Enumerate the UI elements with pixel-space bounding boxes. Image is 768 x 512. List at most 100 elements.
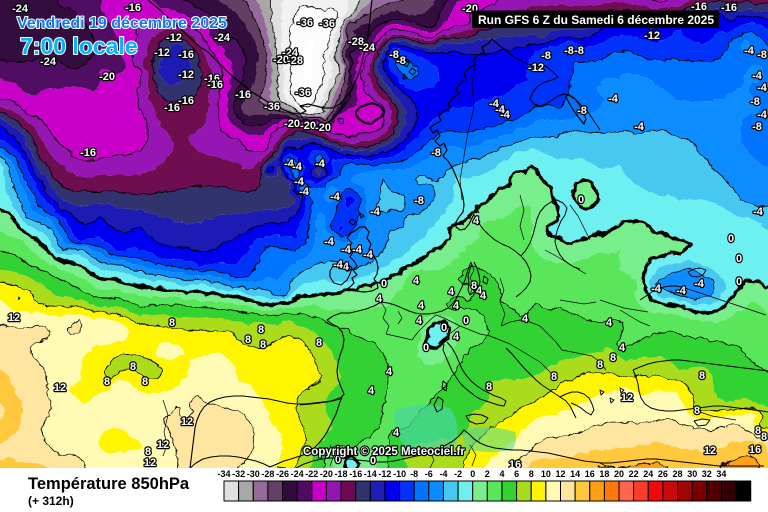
svg-text:4: 4 xyxy=(368,385,375,397)
svg-text:4: 4 xyxy=(480,290,487,302)
svg-text:2: 2 xyxy=(485,469,490,479)
svg-text:-16: -16 xyxy=(721,2,737,14)
svg-text:4: 4 xyxy=(453,331,460,343)
svg-text:-4: -4 xyxy=(330,191,341,203)
svg-text:16: 16 xyxy=(585,469,595,479)
svg-text:-20: -20 xyxy=(315,122,331,134)
svg-text:0: 0 xyxy=(423,342,429,354)
svg-text:8: 8 xyxy=(486,381,492,393)
svg-text:8: 8 xyxy=(471,280,477,292)
svg-text:-4: -4 xyxy=(500,109,511,121)
svg-text:-8: -8 xyxy=(564,45,574,57)
svg-text:8: 8 xyxy=(316,337,322,349)
svg-text:-4: -4 xyxy=(370,206,381,218)
svg-text:4: 4 xyxy=(499,469,504,479)
svg-text:8: 8 xyxy=(694,405,700,417)
svg-text:-34: -34 xyxy=(217,469,230,479)
svg-text:0: 0 xyxy=(381,278,387,290)
svg-text:-8: -8 xyxy=(414,195,424,207)
svg-text:Run GFS 6 Z du Samedi 6 décemb: Run GFS 6 Z du Samedi 6 décembre 2025 xyxy=(478,13,714,27)
svg-text:0: 0 xyxy=(441,322,447,334)
svg-text:-4: -4 xyxy=(694,278,705,290)
svg-text:8: 8 xyxy=(529,469,534,479)
svg-text:4: 4 xyxy=(619,342,626,354)
svg-text:-20: -20 xyxy=(320,469,333,479)
svg-text:-16: -16 xyxy=(125,2,141,14)
svg-text:-24: -24 xyxy=(12,3,29,15)
svg-text:20: 20 xyxy=(614,469,624,479)
svg-text:4: 4 xyxy=(476,285,483,297)
svg-text:(+ 312h): (+ 312h) xyxy=(28,494,74,508)
svg-text:-4: -4 xyxy=(439,469,447,479)
svg-text:8: 8 xyxy=(551,371,557,383)
svg-text:0: 0 xyxy=(728,233,734,245)
svg-text:22: 22 xyxy=(629,469,639,479)
svg-text:-4: -4 xyxy=(299,186,310,198)
svg-text:-30: -30 xyxy=(247,469,260,479)
svg-text:4: 4 xyxy=(416,315,423,327)
svg-text:0: 0 xyxy=(370,455,376,467)
svg-text:-8: -8 xyxy=(752,121,762,133)
svg-text:4: 4 xyxy=(473,215,480,227)
svg-text:-4: -4 xyxy=(294,176,305,188)
svg-text:-16: -16 xyxy=(349,469,362,479)
svg-text:-8: -8 xyxy=(574,45,584,57)
svg-text:-16: -16 xyxy=(178,49,194,61)
svg-text:-32: -32 xyxy=(232,469,245,479)
svg-text:4: 4 xyxy=(393,427,400,439)
svg-text:-4: -4 xyxy=(495,104,506,116)
svg-text:-4: -4 xyxy=(292,161,303,173)
svg-text:0: 0 xyxy=(736,253,742,265)
svg-text:-4: -4 xyxy=(324,236,335,248)
svg-text:-36: -36 xyxy=(319,18,335,30)
svg-text:4: 4 xyxy=(606,317,613,329)
svg-text:-16: -16 xyxy=(235,89,251,101)
svg-text:4: 4 xyxy=(453,300,460,312)
svg-text:30: 30 xyxy=(687,469,697,479)
svg-text:8: 8 xyxy=(699,370,705,382)
svg-text:18: 18 xyxy=(599,469,609,479)
svg-text:-4: -4 xyxy=(608,93,619,105)
svg-text:8: 8 xyxy=(258,324,264,336)
svg-text:8: 8 xyxy=(597,359,603,371)
svg-text:6: 6 xyxy=(514,469,519,479)
svg-text:Copyright © 2025 Meteociel.fr: Copyright © 2025 Meteociel.fr xyxy=(303,446,465,458)
svg-text:8: 8 xyxy=(610,352,616,364)
svg-text:16: 16 xyxy=(749,444,761,456)
svg-text:0: 0 xyxy=(335,454,341,466)
svg-text:-12: -12 xyxy=(154,47,170,59)
svg-text:8: 8 xyxy=(169,317,175,329)
svg-text:26: 26 xyxy=(658,469,668,479)
svg-text:12: 12 xyxy=(621,392,633,404)
svg-text:-12: -12 xyxy=(528,62,544,74)
svg-text:4: 4 xyxy=(376,293,383,305)
svg-text:-20: -20 xyxy=(273,54,289,66)
svg-text:8: 8 xyxy=(755,425,761,437)
svg-text:-8: -8 xyxy=(757,49,767,61)
svg-text:Température 850hPa: Température 850hPa xyxy=(28,475,190,493)
svg-text:-4: -4 xyxy=(352,244,363,256)
svg-text:-4: -4 xyxy=(676,285,687,297)
svg-text:12: 12 xyxy=(555,469,565,479)
svg-text:-4: -4 xyxy=(752,70,763,82)
svg-text:8: 8 xyxy=(104,376,110,388)
svg-text:-36: -36 xyxy=(295,87,311,99)
svg-text:0: 0 xyxy=(578,194,584,206)
svg-text:-36: -36 xyxy=(297,17,313,29)
svg-text:-4: -4 xyxy=(489,98,500,110)
svg-text:-8: -8 xyxy=(389,49,399,61)
svg-text:8: 8 xyxy=(245,334,251,346)
svg-text:-4: -4 xyxy=(363,249,374,261)
svg-text:-28: -28 xyxy=(261,469,274,479)
svg-text:-24: -24 xyxy=(359,42,376,54)
svg-text:-22: -22 xyxy=(305,469,318,479)
svg-text:-14: -14 xyxy=(364,469,377,479)
svg-text:-4: -4 xyxy=(651,283,662,295)
svg-text:-4: -4 xyxy=(284,158,295,170)
svg-text:12: 12 xyxy=(181,416,193,428)
svg-text:-4: -4 xyxy=(339,261,350,273)
svg-text:0: 0 xyxy=(463,315,469,327)
svg-text:-36: -36 xyxy=(264,101,280,113)
svg-text:-4: -4 xyxy=(315,158,326,170)
svg-text:4: 4 xyxy=(448,286,455,298)
